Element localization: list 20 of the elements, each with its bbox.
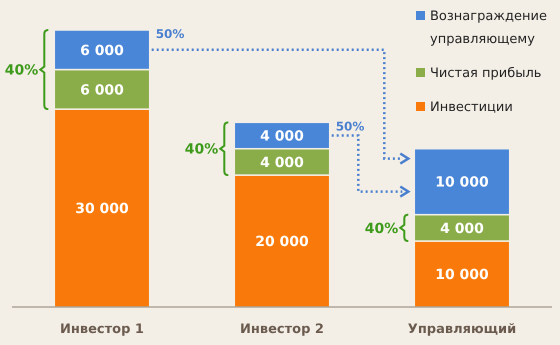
annotation: 40%: [184, 142, 218, 158]
data-label: 6 000: [80, 42, 124, 59]
annotation: 40%: [4, 62, 38, 79]
x-tick-label: Инвестор 1: [60, 322, 144, 337]
data-label: 4 000: [260, 128, 304, 145]
data-label: 10 000: [435, 267, 490, 284]
data-label: 4 000: [440, 220, 484, 237]
annotation: 40%: [364, 220, 398, 237]
annotation: 50%: [336, 119, 364, 134]
data-label: 6 000: [80, 82, 124, 98]
annotation: 50%: [156, 27, 184, 41]
data-label: 20 000: [255, 234, 310, 250]
data-label: 4 000: [260, 154, 304, 171]
data-label: 30 000: [75, 201, 130, 218]
legend-label: Вознаграждение управляющему: [430, 9, 547, 47]
data-label: 10 000: [435, 174, 490, 191]
legend-label: Инвестиции: [430, 100, 513, 115]
x-tick-label: Инвестор 2: [240, 322, 324, 337]
legend-label: Чистая прибыль: [430, 66, 542, 81]
x-tick-label: Управляющий: [408, 322, 516, 337]
